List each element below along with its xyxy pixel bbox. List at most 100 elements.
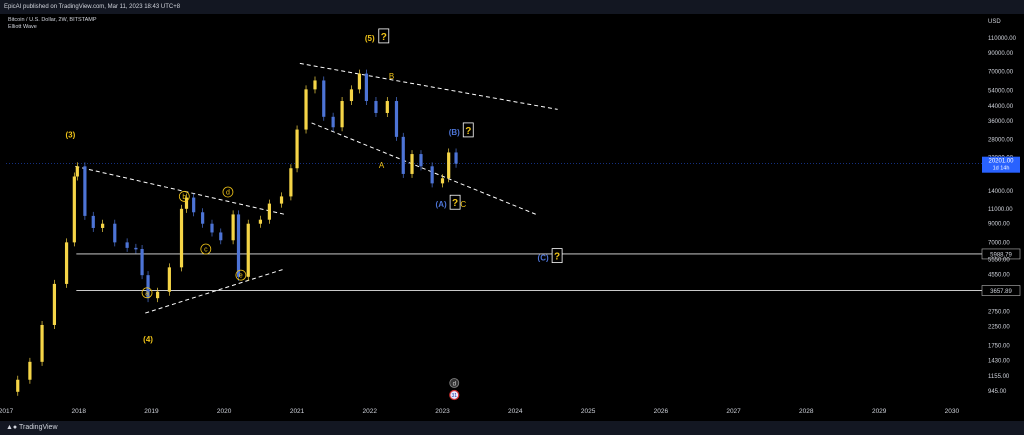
y-tick-label: 9000.00 — [988, 222, 1010, 228]
x-tick-label: 2022 — [363, 408, 378, 415]
current-price-badge — [982, 156, 1020, 173]
tradingview-brand: TradingView — [18, 424, 58, 431]
chart-legend: Bitcoin / U.S. Dollar, 2W, BITSTAMP Elli… — [8, 17, 97, 31]
candle-body — [454, 152, 458, 164]
level-price-label: 5988.79 — [990, 252, 1012, 258]
candle-body — [64, 242, 69, 284]
y-tick-label: 1155.00 — [988, 374, 1010, 380]
candle-body — [374, 101, 378, 113]
currency-label: USD — [988, 19, 1001, 25]
y-tick-label: 2250.00 — [988, 325, 1010, 331]
wave-circle-marker — [222, 186, 234, 198]
question-mark: ? — [381, 32, 387, 43]
bottom-circle-marker — [449, 378, 460, 388]
candle-body — [179, 208, 184, 268]
calendar-event-icon — [449, 389, 460, 401]
candle-body — [231, 214, 235, 241]
candle-body — [401, 136, 405, 174]
y-tick-label: 1750.00 — [988, 343, 1010, 349]
wave-label: e — [239, 273, 243, 280]
y-tick-label: 44000.00 — [988, 104, 1014, 110]
indicator-name: Elliott Wave — [8, 24, 37, 30]
y-tick-label: 54000.00 — [988, 89, 1014, 95]
candle-body — [201, 212, 205, 224]
x-tick-label: 2021 — [290, 408, 305, 415]
candle-body — [52, 283, 57, 325]
wave-label: (4) — [143, 335, 153, 344]
question-box — [462, 122, 474, 138]
candle-body — [440, 178, 445, 184]
y-tick-label: 36000.00 — [988, 119, 1014, 125]
candle-body — [16, 379, 20, 392]
candle-body — [258, 219, 263, 224]
candle-body — [295, 129, 299, 169]
candle-body — [125, 242, 129, 248]
candle-body — [322, 80, 326, 117]
question-box — [551, 248, 563, 264]
candle-body — [113, 223, 117, 243]
candle-body — [279, 196, 284, 204]
symbol-info: Bitcoin / U.S. Dollar, 2W, BITSTAMP — [8, 17, 97, 23]
candle-body — [219, 232, 223, 241]
candle-body — [167, 267, 171, 292]
candle-body — [394, 101, 399, 137]
candle-body — [83, 166, 87, 216]
level-price-badge — [981, 248, 1021, 260]
candle-body — [184, 197, 189, 209]
candle-body — [289, 168, 293, 197]
candle-body — [331, 116, 335, 128]
candle-body — [75, 166, 79, 177]
y-tick-label: 945.00 — [988, 389, 1007, 395]
level-price-label: 3657.89 — [990, 289, 1012, 295]
wave-label: (C) — [538, 254, 549, 263]
publish-header: EpicAI published on TradingView.com, Mar… — [0, 0, 1024, 14]
level-price-badge — [981, 285, 1021, 296]
candle-body — [430, 166, 434, 184]
x-tick-label: 2030 — [945, 408, 960, 415]
x-tick-label: 2029 — [872, 408, 887, 415]
current-price-value: 20201.00 — [988, 159, 1014, 165]
candle-body — [134, 247, 138, 250]
y-tick-label: 7000.00 — [988, 240, 1010, 246]
candle-body — [192, 197, 196, 213]
y-tick-label: 110000.00 — [988, 36, 1017, 42]
candle-body — [210, 223, 214, 233]
wave-circle-marker — [178, 191, 190, 202]
wave-circle-marker — [200, 243, 212, 255]
x-tick-label: 2025 — [581, 408, 596, 415]
wave-label: (3) — [65, 130, 75, 139]
y-tick-label: 14000.00 — [988, 189, 1014, 195]
candle-body — [40, 324, 44, 362]
wave-label: a — [145, 290, 149, 297]
candle-body — [236, 214, 241, 277]
wave-label: b — [182, 194, 186, 201]
candle-body — [447, 152, 451, 179]
wave-label: C — [460, 200, 466, 209]
question-box — [449, 194, 461, 210]
candle-body — [349, 89, 354, 102]
wave-label: (B) — [449, 128, 460, 137]
x-tick-label: 2017 — [0, 408, 14, 415]
wave-label: A — [379, 161, 385, 170]
price-chart[interactable]: 5988.79 3657.89 (3) (4) (5) ? a b c d e A B C (A) ? (B)… — [0, 14, 1024, 421]
candle-body — [304, 89, 308, 130]
y-tick-label: 1430.00 — [988, 358, 1010, 364]
wave-circle-marker — [235, 269, 247, 281]
bottom-circle-label: d — [453, 382, 456, 388]
candle-body — [246, 223, 250, 277]
question-mark: ? — [452, 198, 458, 209]
y-tick-label: 2750.00 — [988, 310, 1010, 316]
y-tick-label: 4550.00 — [988, 272, 1010, 278]
question-box — [378, 28, 390, 44]
candle-body — [91, 215, 95, 228]
x-tick-label: 2020 — [217, 408, 232, 415]
candle-body — [385, 101, 389, 113]
x-tick-label: 2024 — [508, 408, 523, 415]
x-tick-label: 2027 — [726, 408, 741, 415]
candle-countdown: 1d 14h — [993, 166, 1010, 172]
x-tick-label: 2023 — [435, 408, 450, 415]
y-tick-label: 5550.00 — [988, 258, 1010, 264]
wave-label: d — [226, 189, 230, 196]
candle-body — [364, 73, 368, 102]
